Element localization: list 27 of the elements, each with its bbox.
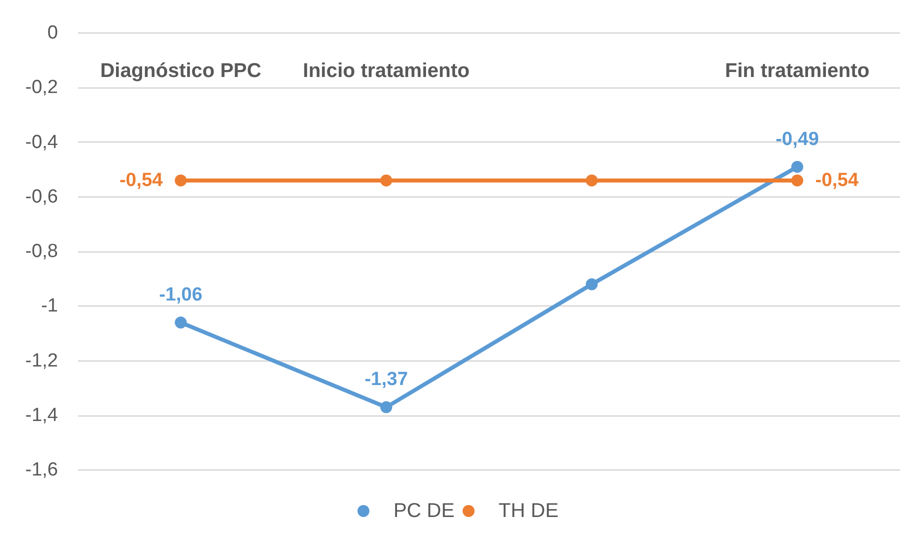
point — [791, 174, 804, 186]
point — [380, 174, 392, 186]
x-tick-label: Inicio tratamiento — [302, 60, 470, 82]
y-tick-label: -0,4 — [25, 132, 58, 153]
y-tick-label: 0 — [47, 22, 58, 44]
legend-label: TH DE — [498, 500, 559, 522]
point — [586, 174, 598, 186]
data-label: -0,54 — [815, 170, 859, 191]
legend-label: PC DE — [393, 500, 455, 522]
y-tick-label: -1,4 — [25, 404, 58, 426]
y-tick-label: -1,6 — [25, 460, 58, 480]
y-tick-label: -0,2 — [25, 77, 58, 98]
point — [586, 278, 598, 290]
point — [174, 174, 187, 186]
x-tick-label: Diagnóstico PPC — [100, 60, 262, 82]
x-tick-label: Fin tratamiento — [725, 60, 870, 82]
y-tick-label: -1 — [41, 296, 58, 317]
data-label: -1,06 — [159, 284, 202, 306]
data-label: -0,49 — [776, 128, 819, 150]
data-label: -0,54 — [119, 170, 164, 191]
data-label: -1,37 — [364, 369, 408, 390]
point — [380, 401, 392, 414]
point — [791, 160, 804, 173]
point — [174, 316, 187, 329]
y-tick-label: -0,6 — [25, 186, 58, 208]
y-tick-label: -1,2 — [25, 350, 58, 372]
y-tick-label: -0,8 — [25, 241, 58, 262]
